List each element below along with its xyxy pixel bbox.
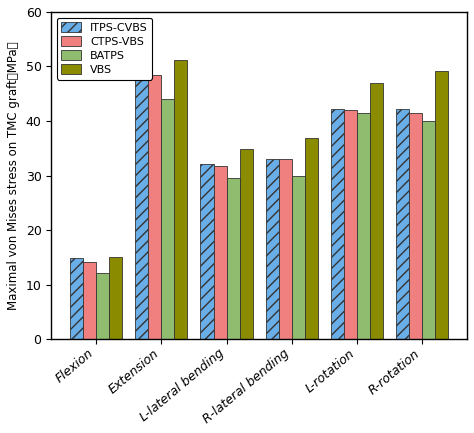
Bar xyxy=(96,273,109,339)
Bar xyxy=(70,259,83,339)
Bar xyxy=(239,149,253,339)
Bar xyxy=(279,159,292,339)
Bar xyxy=(292,175,305,339)
Bar xyxy=(344,110,357,339)
Bar xyxy=(135,65,148,339)
Bar xyxy=(435,71,448,339)
Legend: ITPS-CVBS, CTPS-VBS, BATPS, VBS: ITPS-CVBS, CTPS-VBS, BATPS, VBS xyxy=(57,17,152,80)
Bar xyxy=(109,257,122,339)
Bar xyxy=(83,262,96,339)
Bar xyxy=(422,121,435,339)
Bar xyxy=(227,178,239,339)
Bar xyxy=(161,99,174,339)
Bar xyxy=(396,109,409,339)
Bar xyxy=(148,74,161,339)
Bar xyxy=(370,83,383,339)
Y-axis label: Maximal von Mises stress on TMC graft（MPa）: Maximal von Mises stress on TMC graft（MP… xyxy=(7,41,20,310)
Bar xyxy=(305,139,318,339)
Bar xyxy=(331,109,344,339)
Bar xyxy=(357,113,370,339)
Bar xyxy=(265,159,279,339)
Bar xyxy=(174,60,187,339)
Bar xyxy=(201,164,213,339)
Bar xyxy=(409,113,422,339)
Bar xyxy=(213,166,227,339)
